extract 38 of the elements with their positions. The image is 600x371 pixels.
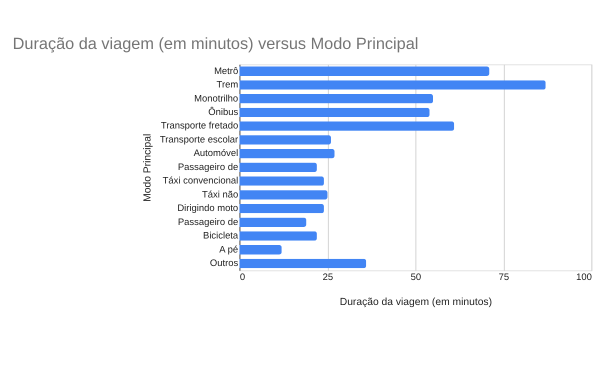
bar xyxy=(239,121,454,131)
y-tick-label: Outros xyxy=(210,258,238,270)
y-tick-label: Metrô xyxy=(214,66,238,77)
bar xyxy=(239,148,335,158)
bar xyxy=(239,190,328,200)
y-tick-label: Monotrilho xyxy=(194,93,238,104)
bar xyxy=(239,108,430,118)
y-tick-label: Táxi convencional xyxy=(162,176,238,187)
y-tick-label: Táxi não xyxy=(202,189,238,200)
y-tick-label: Dirigindo moto xyxy=(177,203,238,214)
y-tick-label: Trem xyxy=(216,80,238,91)
x-tick-label: 0 xyxy=(240,272,246,284)
x-tick-label: 75 xyxy=(498,272,510,284)
bar xyxy=(239,204,324,214)
bar xyxy=(239,66,490,76)
bar xyxy=(239,245,282,254)
chart-title: Duração da viagem (em minutos) versus Modo Principal xyxy=(12,34,418,53)
bar xyxy=(239,94,434,104)
x-axis-title: Duração da viagem (em minutos) xyxy=(340,297,492,308)
y-tick-label: Automóvel xyxy=(194,148,238,160)
bar xyxy=(239,231,317,241)
bar xyxy=(239,176,324,186)
bar xyxy=(239,162,317,172)
x-tick-label: 50 xyxy=(410,272,422,284)
bar xyxy=(239,80,546,90)
x-tick-label: 25 xyxy=(322,272,334,284)
x-tick-label: 100 xyxy=(576,272,592,284)
bar xyxy=(239,218,306,228)
y-tick-label: Transporte fretado xyxy=(160,120,238,132)
y-tick-label: Passageiro de xyxy=(178,162,238,173)
y-tick-label: Transporte escolar xyxy=(160,134,238,146)
y-tick-label: Passageiro de xyxy=(178,216,238,228)
bar xyxy=(239,258,366,268)
y-tick-label: Ônibus xyxy=(208,106,238,118)
bar xyxy=(239,135,331,145)
y-axis-title: Modo Principal xyxy=(142,134,154,202)
y-tick-label: A pé xyxy=(219,244,238,256)
y-tick-label: Bicicleta xyxy=(203,230,239,242)
